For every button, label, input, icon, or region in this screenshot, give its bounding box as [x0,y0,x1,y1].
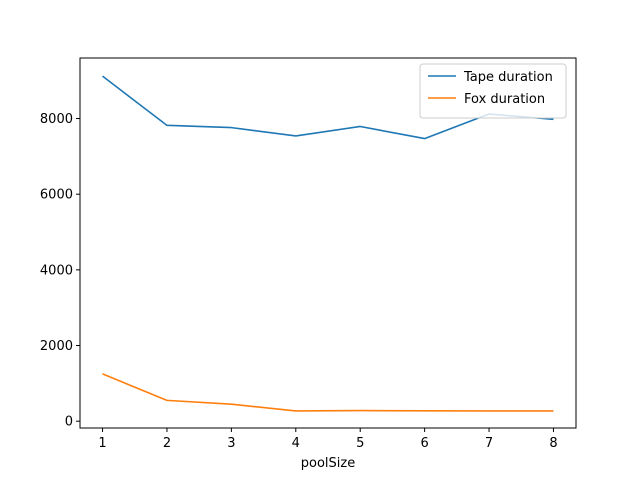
y-tick-label: 8000 [40,112,73,127]
x-tick-label: 8 [549,436,557,451]
legend-box [419,63,567,119]
x-axis-label: poolSize [301,456,355,471]
x-tick-label: 4 [292,436,300,451]
legend-label: Tape duration [463,70,553,85]
x-tick-label: 6 [420,436,428,451]
y-axis-ticks: 0 2000 4000 6000 8000 [40,112,80,430]
x-tick-label: 1 [98,436,106,451]
y-tick-label: 6000 [40,188,73,203]
x-tick-label: 3 [227,436,235,451]
legend: Tape duration Fox duration [419,63,567,119]
y-tick-label: 2000 [40,339,73,354]
series-line-fox-duration [102,373,554,412]
plot-area-frame [79,57,577,429]
x-tick-label: 7 [485,436,493,451]
x-tick-label: 5 [356,436,364,451]
x-tick-label: 2 [163,436,171,451]
series-layer [102,75,554,412]
legend-label: Fox duration [464,92,545,107]
y-tick-label: 4000 [40,263,73,278]
x-axis-ticks: 1 2 3 4 5 6 7 8 [98,428,558,451]
y-tick-label: 0 [65,415,73,430]
